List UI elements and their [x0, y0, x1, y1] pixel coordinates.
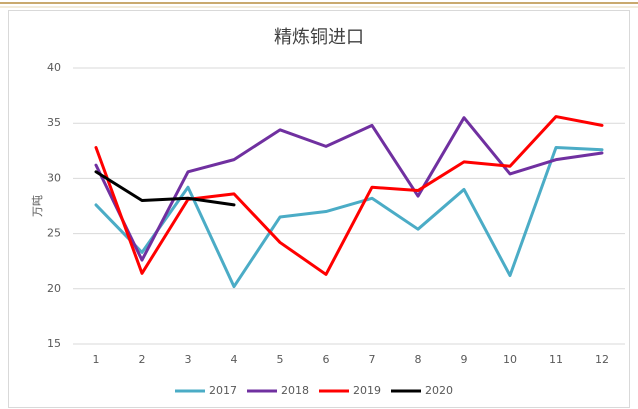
chart-frame — [8, 10, 630, 408]
x-tick-label: 6 — [323, 353, 330, 366]
legend-label: 2020 — [425, 384, 453, 397]
y-tick-label: 30 — [47, 171, 61, 184]
x-tick-label: 11 — [549, 353, 563, 366]
y-tick-label: 15 — [47, 337, 61, 350]
x-tick-label: 3 — [185, 353, 192, 366]
x-tick-label: 10 — [503, 353, 517, 366]
series-line — [94, 116, 604, 262]
x-tick-label: 5 — [277, 353, 284, 366]
legend-label: 2019 — [353, 384, 381, 397]
y-tick-label: 35 — [47, 116, 61, 129]
x-tick-label: 7 — [369, 353, 376, 366]
y-tick-label: 25 — [47, 227, 61, 240]
x-tick-label: 9 — [461, 353, 468, 366]
series-line — [94, 170, 236, 207]
legend-label: 2018 — [281, 384, 309, 397]
x-tick-label: 2 — [139, 353, 146, 366]
y-tick-label: 40 — [47, 61, 61, 74]
legend-label: 2017 — [209, 384, 237, 397]
y-axis-label: 万吨 — [31, 195, 44, 217]
y-tick-label: 20 — [47, 282, 61, 295]
x-tick-label: 12 — [595, 353, 609, 366]
x-tick-label: 1 — [93, 353, 100, 366]
x-tick-label: 8 — [415, 353, 422, 366]
x-tick-label: 4 — [231, 353, 238, 366]
series-line — [94, 115, 604, 276]
chart-title: 精炼铜进口 — [274, 27, 364, 48]
